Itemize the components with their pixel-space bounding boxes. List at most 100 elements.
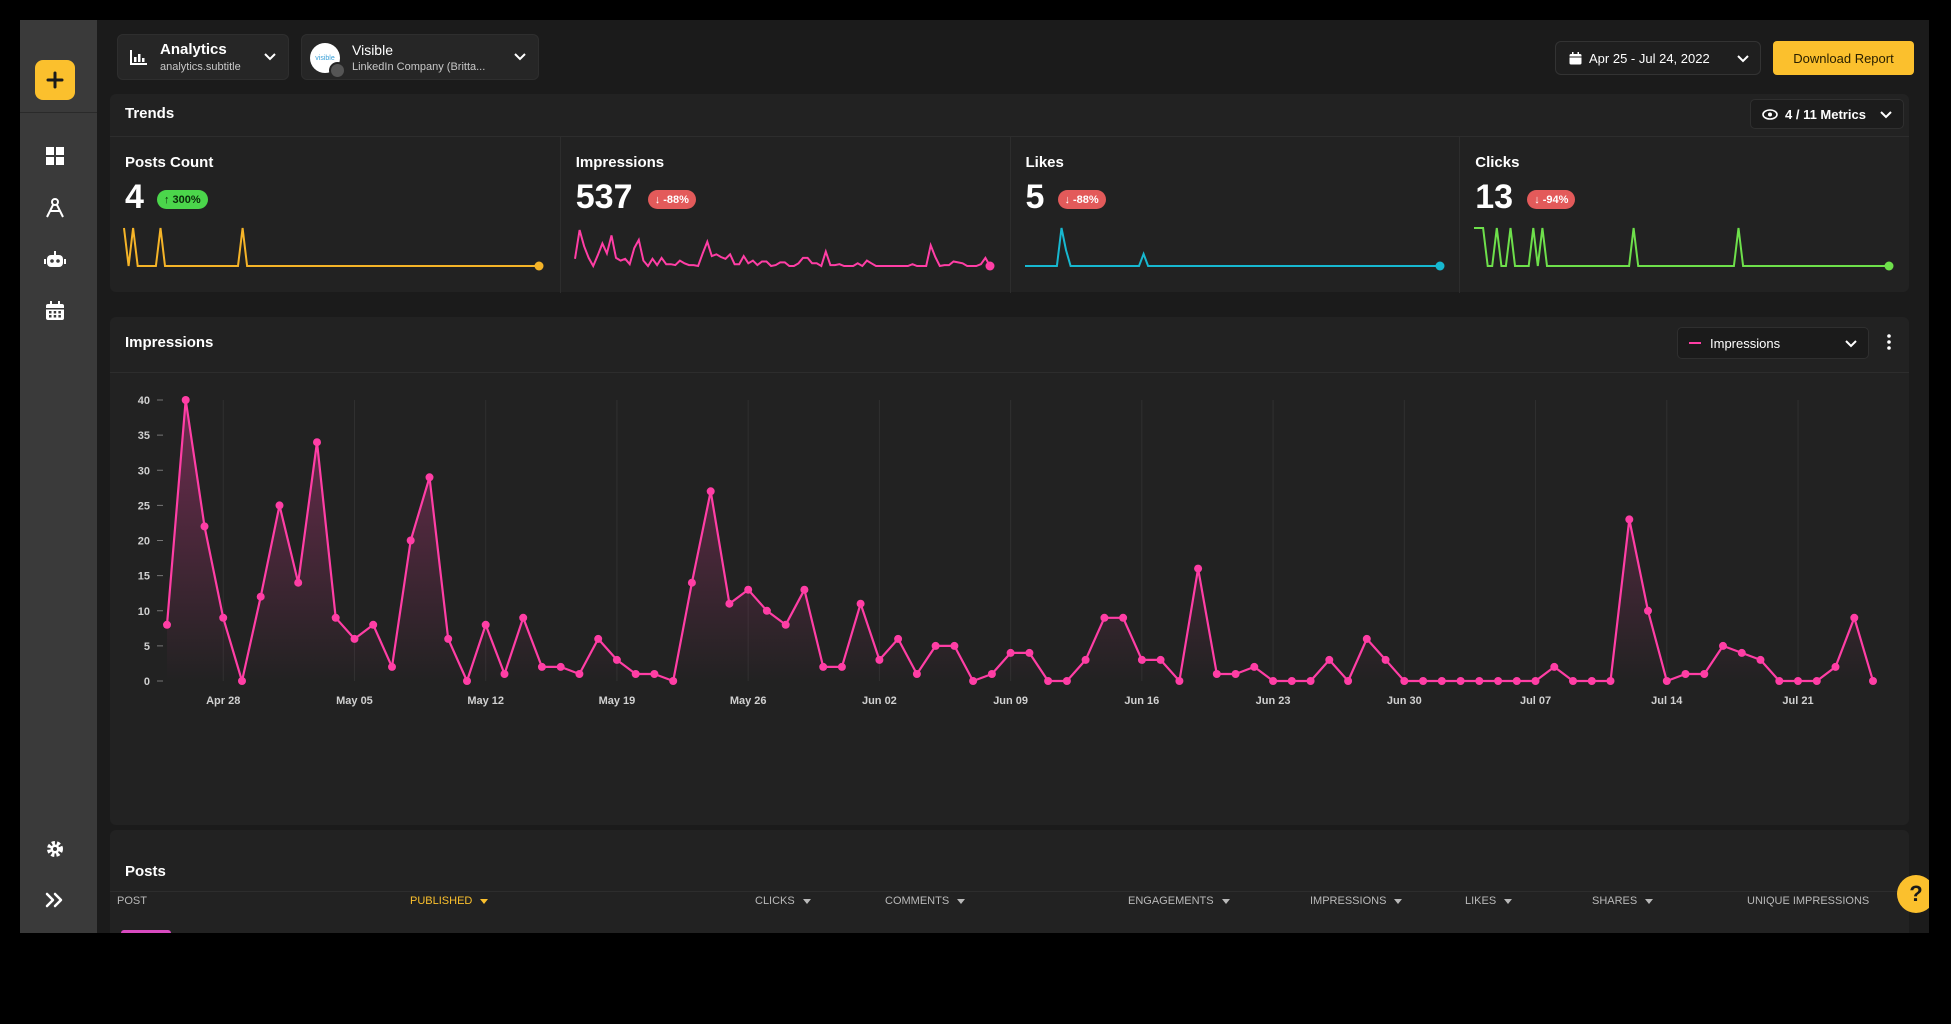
data-point[interactable] [200, 522, 209, 531]
data-point[interactable] [1156, 655, 1165, 664]
data-point[interactable] [388, 662, 396, 671]
data-point[interactable] [1212, 670, 1221, 678]
data-point[interactable] [1287, 677, 1296, 685]
data-point[interactable] [294, 578, 303, 587]
data-point[interactable] [800, 585, 809, 594]
data-point[interactable] [762, 606, 771, 615]
data-point[interactable] [1081, 655, 1090, 664]
data-point[interactable] [912, 670, 921, 678]
series-selector[interactable]: Impressions [1677, 327, 1869, 359]
column-header-likes[interactable]: Likes [1465, 895, 1513, 907]
data-point[interactable] [1325, 655, 1334, 664]
data-point[interactable] [1681, 670, 1690, 678]
analytics-selector[interactable]: Analytics analytics.subtitle [117, 34, 289, 80]
column-header-clicks[interactable]: Clicks [755, 895, 811, 907]
calendar-icon[interactable] [43, 299, 67, 323]
data-point[interactable] [837, 662, 846, 671]
data-point[interactable] [1531, 677, 1540, 685]
data-point[interactable] [1719, 641, 1727, 650]
data-point[interactable] [631, 670, 640, 678]
data-point[interactable] [931, 641, 940, 650]
data-point[interactable] [500, 670, 509, 678]
column-header-published[interactable]: Published [410, 895, 489, 907]
data-point[interactable] [1662, 677, 1671, 685]
data-point[interactable] [781, 620, 790, 629]
data-point[interactable] [238, 677, 246, 685]
data-point[interactable] [1194, 564, 1203, 573]
data-point[interactable] [725, 599, 734, 608]
data-point[interactable] [1569, 677, 1577, 685]
data-point[interactable] [1025, 648, 1034, 657]
data-point[interactable] [256, 592, 265, 601]
data-point[interactable] [1231, 670, 1240, 678]
data-point[interactable] [1756, 655, 1765, 664]
data-point[interactable] [350, 634, 359, 643]
data-point[interactable] [163, 620, 171, 629]
bot-icon[interactable] [43, 248, 67, 272]
data-point[interactable] [1644, 606, 1652, 615]
expand-sidebar-icon[interactable] [43, 888, 67, 912]
data-point[interactable] [650, 670, 659, 678]
data-point[interactable] [1119, 613, 1128, 622]
data-point[interactable] [556, 662, 565, 671]
data-point[interactable] [594, 634, 603, 643]
column-header-impressions[interactable]: Impressions [1310, 895, 1403, 907]
data-point[interactable] [1344, 677, 1353, 685]
dashboard-icon[interactable] [43, 144, 67, 168]
data-point[interactable] [1456, 677, 1465, 685]
account-selector[interactable]: visible Visible LinkedIn Company (Britta… [301, 34, 539, 80]
metric-card-clicks[interactable]: Clicks 13 ↓ -94% [1459, 136, 1909, 293]
data-point[interactable] [706, 487, 715, 496]
data-point[interactable] [1044, 677, 1053, 685]
column-header-unique-impressions[interactable]: Unique Impressions [1747, 895, 1869, 907]
download-report-button[interactable]: Download Report [1773, 41, 1914, 75]
data-point[interactable] [537, 662, 546, 671]
metric-card-impressions[interactable]: Impressions 537 ↓ -88% [559, 136, 1010, 293]
column-header-engagements[interactable]: Engagements [1128, 895, 1230, 907]
data-point[interactable] [219, 613, 228, 622]
data-point[interactable] [1306, 677, 1315, 685]
data-point[interactable] [612, 655, 621, 664]
data-point[interactable] [1475, 677, 1484, 685]
data-point[interactable] [1869, 677, 1877, 685]
data-point[interactable] [481, 620, 490, 629]
column-header-shares[interactable]: Shares [1592, 895, 1654, 907]
data-point[interactable] [950, 641, 959, 650]
data-point[interactable] [1850, 613, 1859, 622]
data-point[interactable] [181, 396, 190, 404]
data-point[interactable] [1512, 677, 1521, 685]
data-point[interactable] [894, 634, 903, 643]
data-point[interactable] [669, 677, 678, 685]
data-point[interactable] [969, 677, 978, 685]
data-point[interactable] [1400, 677, 1409, 685]
data-point[interactable] [425, 473, 434, 482]
data-point[interactable] [1250, 662, 1259, 671]
data-point[interactable] [331, 613, 340, 622]
data-point[interactable] [744, 585, 753, 594]
metrics-selector[interactable]: 4 / 11 Metrics [1750, 99, 1904, 129]
data-point[interactable] [1737, 648, 1746, 657]
data-point[interactable] [1437, 677, 1446, 685]
data-point[interactable] [1137, 655, 1146, 664]
data-point[interactable] [856, 599, 865, 608]
data-point[interactable] [575, 670, 584, 678]
data-point[interactable] [687, 578, 696, 587]
more-vertical-icon[interactable] [1887, 334, 1891, 350]
compose-icon[interactable] [43, 196, 67, 220]
data-point[interactable] [519, 613, 528, 622]
data-point[interactable] [1831, 662, 1840, 671]
data-point[interactable] [1794, 677, 1802, 685]
data-point[interactable] [313, 438, 321, 447]
data-point[interactable] [1006, 648, 1015, 657]
data-point[interactable] [1100, 613, 1109, 622]
column-header-comments[interactable]: Comments [885, 895, 966, 907]
data-point[interactable] [406, 536, 415, 545]
data-point[interactable] [1587, 677, 1596, 685]
data-point[interactable] [1812, 677, 1821, 685]
data-point[interactable] [819, 662, 828, 671]
data-point[interactable] [1606, 677, 1615, 685]
help-button[interactable]: ? [1897, 875, 1929, 913]
data-point[interactable] [875, 655, 884, 664]
data-point[interactable] [444, 634, 453, 643]
data-point[interactable] [1494, 677, 1503, 685]
